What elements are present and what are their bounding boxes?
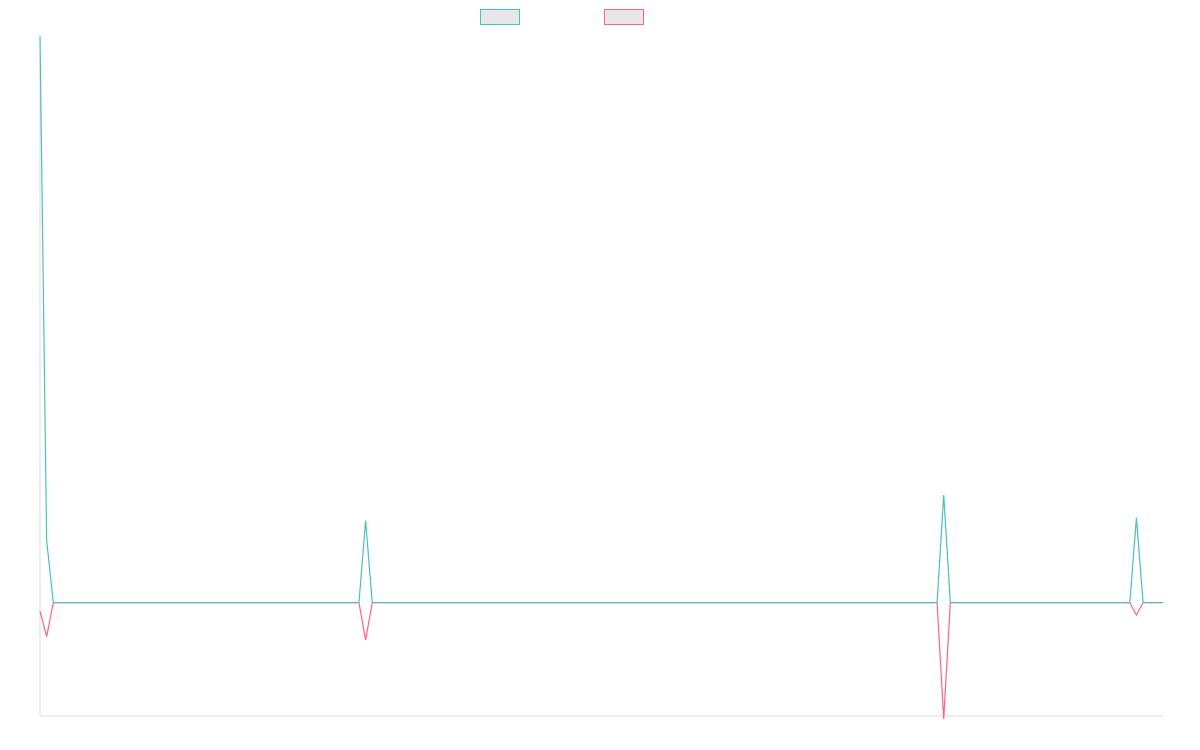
chart-axes bbox=[39, 36, 1163, 717]
chart-legend bbox=[0, 9, 1200, 27]
series-line-1[interactable] bbox=[39, 35, 1163, 604]
legend-swatch-series-1[interactable] bbox=[480, 9, 520, 25]
chart-series bbox=[39, 35, 1163, 719]
series-line-2[interactable] bbox=[39, 602, 1163, 719]
legend-swatch-series-2[interactable] bbox=[604, 9, 644, 25]
